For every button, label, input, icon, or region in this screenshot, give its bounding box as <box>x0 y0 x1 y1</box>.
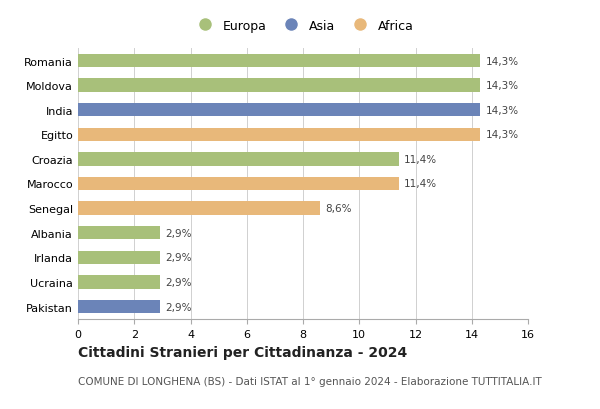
Bar <box>78 153 398 166</box>
Text: 2,9%: 2,9% <box>165 228 191 238</box>
Bar <box>78 79 480 93</box>
Text: 14,3%: 14,3% <box>486 81 519 91</box>
Text: 11,4%: 11,4% <box>404 179 437 189</box>
Text: COMUNE DI LONGHENA (BS) - Dati ISTAT al 1° gennaio 2024 - Elaborazione TUTTITALI: COMUNE DI LONGHENA (BS) - Dati ISTAT al … <box>78 376 542 386</box>
Text: Cittadini Stranieri per Cittadinanza - 2024: Cittadini Stranieri per Cittadinanza - 2… <box>78 346 407 360</box>
Bar <box>78 103 480 117</box>
Text: 8,6%: 8,6% <box>325 204 352 213</box>
Text: 14,3%: 14,3% <box>486 56 519 66</box>
Text: 14,3%: 14,3% <box>486 130 519 140</box>
Text: 2,9%: 2,9% <box>165 302 191 312</box>
Bar <box>78 178 398 191</box>
Bar <box>78 227 160 240</box>
Bar <box>78 251 160 265</box>
Bar <box>78 55 480 68</box>
Text: 11,4%: 11,4% <box>404 155 437 164</box>
Bar <box>78 202 320 215</box>
Legend: Europa, Asia, Africa: Europa, Asia, Africa <box>187 15 419 38</box>
Bar <box>78 276 160 289</box>
Bar <box>78 128 480 142</box>
Text: 2,9%: 2,9% <box>165 277 191 287</box>
Text: 14,3%: 14,3% <box>486 106 519 115</box>
Bar <box>78 300 160 314</box>
Text: 2,9%: 2,9% <box>165 253 191 263</box>
